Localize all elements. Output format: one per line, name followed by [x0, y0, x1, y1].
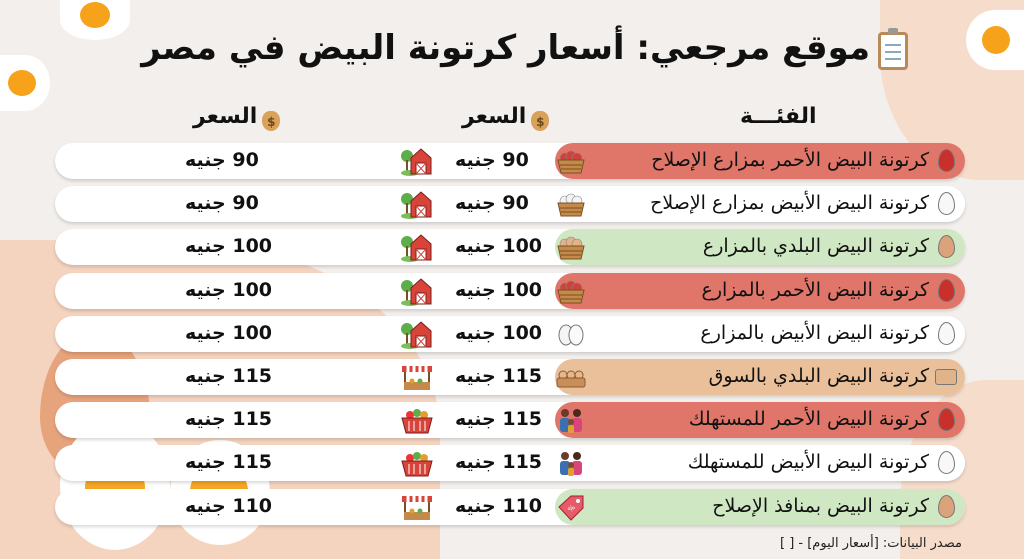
price-1: 115 جنيه — [455, 408, 543, 431]
shopping-basket-icon — [400, 448, 434, 478]
shopping-basket-icon — [400, 405, 434, 435]
category-cell: كرتونة البيض البلدي بالسوق — [555, 359, 965, 395]
red-egg-icon — [938, 278, 955, 302]
price-1: 90 جنيه — [455, 149, 529, 171]
fried-egg-icon — [60, 0, 130, 40]
header-price-1-label: السعر — [462, 104, 527, 129]
category-cell: كرتونة البيض الأحمر بالمزارع — [555, 272, 965, 309]
category-label: كرتونة البيض الأبيض بمزارع الإصلاح — [650, 192, 929, 215]
price-2: 115 جنيه — [185, 365, 273, 387]
price-2: 115 جنيه — [185, 451, 273, 474]
brown-egg-basket-icon — [555, 233, 587, 261]
price-tag-icon: % — [555, 493, 587, 521]
category-label: كرتونة البيض البلدي بالمزارع — [702, 235, 929, 258]
category-label: كرتونة البيض بمنافذ الإصلاح — [712, 494, 929, 517]
egg-carton-icon — [555, 363, 587, 391]
category-cell: كرتونة البيض الأبيض بالمزارع — [555, 315, 965, 352]
data-source-footer: مصدر البيانات: [أسعار اليوم] - [ ] — [780, 536, 962, 551]
table-row: كرتونة البيض الأحمر للمستهلك 115 جنيه 11… — [55, 402, 965, 439]
barn-icon — [400, 146, 434, 176]
white-egg-icon — [938, 192, 955, 216]
category-label: كرتونة البيض الأحمر بالمزارع — [701, 278, 930, 301]
page-title: موقع مرجعي: أسعار كرتونة البيض في مصر — [141, 28, 870, 68]
price-1: 90 جنيه — [455, 192, 529, 215]
red-egg-icon — [938, 408, 955, 432]
price-2: 90 جنيه — [185, 192, 259, 215]
brown-egg-icon — [938, 235, 955, 259]
white-eggs-icon — [555, 320, 587, 348]
category-label: كرتونة البيض الأبيض للمستهلك — [687, 451, 929, 474]
price-1: 100 جنيه — [455, 321, 543, 344]
red-egg-basket-icon — [555, 277, 587, 305]
red-egg-icon — [938, 149, 955, 172]
price-2: 90 جنيه — [185, 149, 259, 171]
category-label: كرتونة البيض البلدي بالسوق — [708, 365, 929, 387]
price-2: 100 جنيه — [185, 235, 273, 258]
money-bag-icon: $ — [262, 111, 281, 131]
category-cell: كرتونة البيض البلدي بالمزارع — [555, 229, 965, 266]
barn-icon — [400, 189, 434, 220]
price-1: 100 جنيه — [455, 235, 543, 258]
header-category-label: الفئـــة — [740, 104, 817, 129]
white-egg-icon — [938, 321, 955, 345]
table-row: كرتونة البيض الأبيض بالمزارع 100 جنيه 10… — [55, 315, 965, 352]
boiled-egg-icon — [60, 420, 170, 550]
category-label: كرتونة البيض الأحمر بمزارع الإصلاح — [651, 149, 929, 171]
header-price-2: $السعر — [193, 104, 281, 131]
price-1: 115 جنيه — [455, 365, 543, 387]
barn-icon — [400, 319, 434, 349]
white-egg-basket-icon — [555, 190, 587, 218]
price-2: 100 جنيه — [185, 321, 273, 344]
red-egg-basket-icon — [555, 147, 587, 175]
price-2: 100 جنيه — [185, 278, 273, 301]
barn-icon — [400, 276, 434, 306]
header-price-1: $السعر — [462, 104, 550, 131]
table-row: كرتونة البيض البلدي بالسوق 115 جنيه 115 … — [55, 359, 965, 395]
table-row: كرتونة البيض البلدي بالمزارع 100 جنيه 10… — [55, 229, 965, 266]
clipboard-icon — [878, 28, 908, 70]
table-row: كرتونة البيض الأحمر بالمزارع 100 جنيه 10… — [55, 272, 965, 309]
fried-egg-icon — [966, 10, 1024, 70]
price-1: 100 جنيه — [455, 278, 543, 301]
header-category: الفئـــة — [740, 104, 817, 129]
barn-icon — [400, 232, 434, 263]
table-row: كرتونة البيض الأحمر بمزارع الإصلاح 90 جن… — [55, 143, 965, 179]
family-icon — [555, 449, 587, 477]
category-cell: كرتونة البيض بمنافذ الإصلاح — [555, 488, 965, 525]
family-icon — [555, 406, 587, 434]
header-price-2-label: السعر — [193, 104, 258, 129]
price-1: 115 جنيه — [455, 451, 543, 474]
brown-egg-icon — [938, 494, 955, 518]
price-2: 115 جنيه — [185, 408, 273, 431]
category-cell: كرتونة البيض الأبيض بمزارع الإصلاح — [555, 186, 965, 223]
table-row: كرتونة البيض الأبيض بمزارع الإصلاح 90 جن… — [55, 186, 965, 223]
price-1: 110 جنيه — [455, 494, 543, 517]
category-label: كرتونة البيض الأبيض بالمزارع — [700, 321, 929, 344]
category-cell: كرتونة البيض الأحمر بمزارع الإصلاح — [555, 143, 965, 179]
fried-egg-icon — [0, 55, 50, 111]
category-label: كرتونة البيض الأحمر للمستهلك — [688, 408, 929, 431]
market-stall-icon — [400, 492, 434, 522]
table-row: كرتونة البيض الأبيض للمستهلك 115 جنيه 11… — [55, 445, 965, 482]
market-stall-icon — [400, 362, 434, 392]
category-cell: كرتونة البيض الأبيض للمستهلك — [555, 445, 965, 482]
table-row: كرتونة البيض بمنافذ الإصلاح % 110 جنيه 1… — [55, 488, 965, 525]
category-cell: كرتونة البيض الأحمر للمستهلك — [555, 402, 965, 439]
egg-carton-icon — [935, 369, 957, 385]
money-bag-icon: $ — [531, 111, 550, 131]
svg-text:%: % — [566, 503, 577, 514]
white-egg-icon — [938, 451, 955, 475]
price-2: 110 جنيه — [185, 494, 273, 517]
